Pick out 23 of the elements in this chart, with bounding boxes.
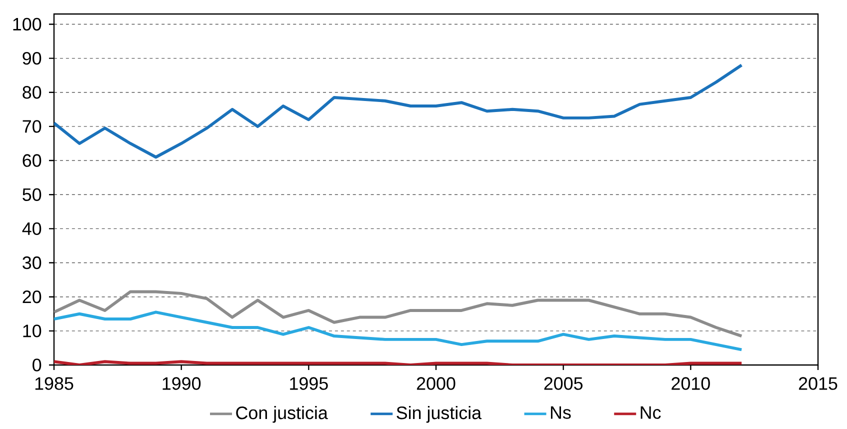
- y-tick-label: 10: [23, 324, 42, 338]
- y-tick-label: 50: [22, 188, 42, 201]
- legend-label: Con justicia: [236, 406, 328, 423]
- y-tick-label: 30: [22, 256, 42, 270]
- x-tick-label: 1995: [290, 377, 328, 390]
- y-tick-label: 20: [22, 290, 42, 304]
- y-tick-label: 70: [22, 120, 42, 133]
- x-tick-label: 2010: [672, 377, 710, 390]
- x-tick-label: 2005: [544, 377, 583, 390]
- x-tick-label: 1990: [162, 377, 201, 390]
- x-tick-label: 2015: [798, 377, 838, 390]
- x-tick-label: 1985: [35, 377, 74, 390]
- y-tick-label: 60: [22, 154, 42, 167]
- y-tick-label: 90: [22, 52, 42, 65]
- y-tick-label: 100: [13, 18, 42, 31]
- line-series: [54, 64, 744, 159]
- y-tick-label: 80: [22, 86, 42, 99]
- legend-label: Nc: [640, 406, 661, 419]
- legend-label: Sin justicia: [396, 406, 482, 423]
- legend-label: Ns: [550, 406, 571, 419]
- y-tick-label: 0: [32, 358, 42, 372]
- x-tick-label: 2000: [416, 377, 456, 390]
- y-tick-label: 40: [22, 222, 42, 236]
